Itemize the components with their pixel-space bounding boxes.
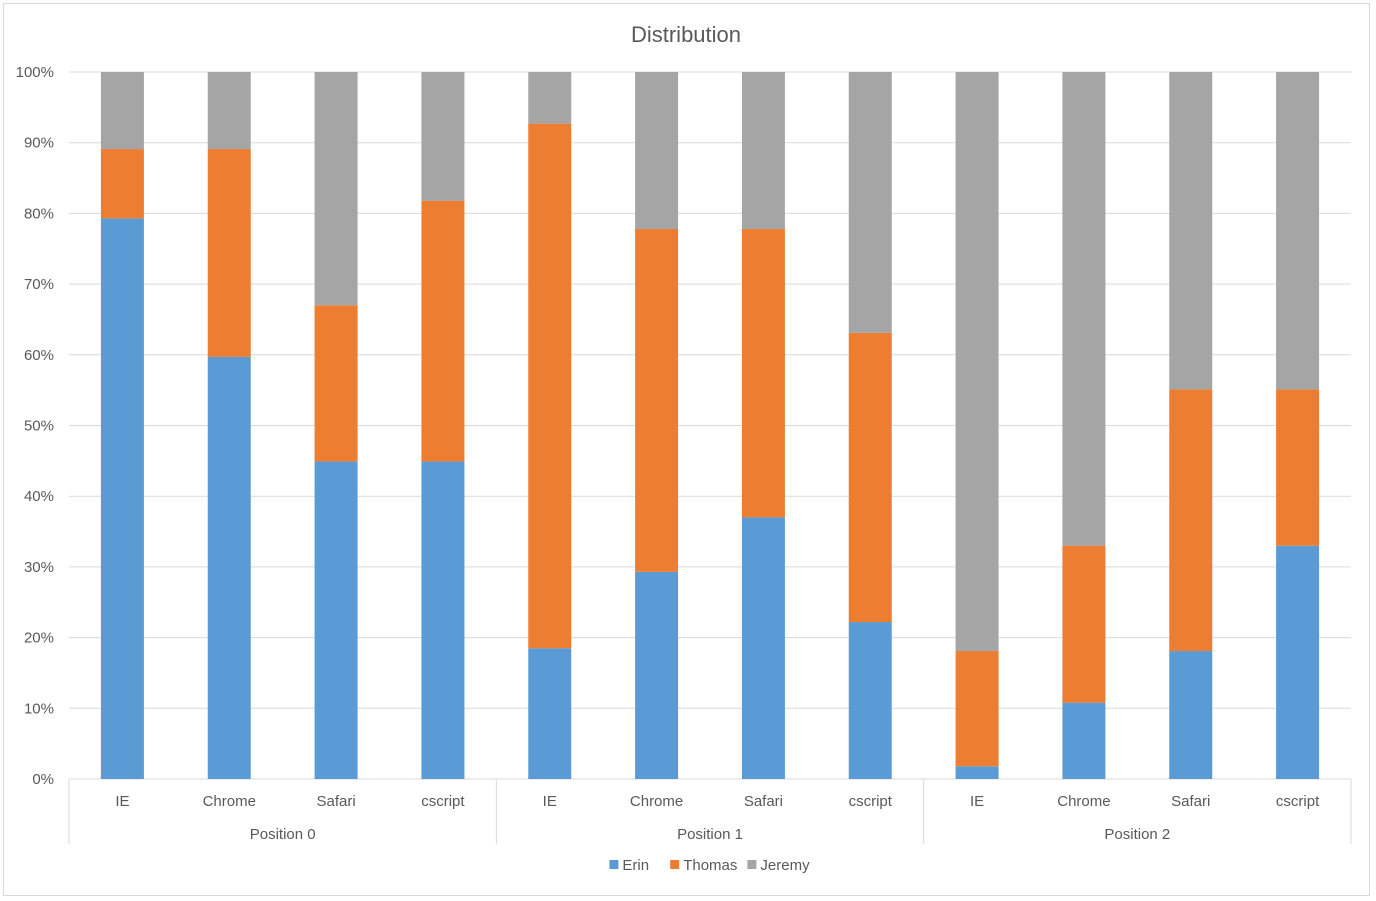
y-tick-label: 40% bbox=[24, 488, 54, 505]
bar-segment-erin bbox=[100, 218, 144, 779]
bar-segment-thomas bbox=[100, 149, 144, 219]
x-axis: IE Chrome Safari cscript IE Chrome Safari cscri… bbox=[68, 779, 1352, 844]
x-category-label: Safari bbox=[1171, 793, 1210, 810]
bar-segment-thomas bbox=[1169, 389, 1213, 652]
bar-segment-erin bbox=[1062, 702, 1106, 779]
bar-segment-erin bbox=[528, 648, 572, 779]
bar-segment-thomas bbox=[528, 123, 572, 649]
bar-segment-thomas bbox=[1276, 389, 1320, 546]
legend-swatch-thomas bbox=[670, 860, 680, 869]
x-group-label: Position 0 bbox=[250, 826, 316, 843]
legend-label-thomas: Thomas bbox=[683, 857, 737, 874]
y-tick-label: 20% bbox=[24, 630, 54, 647]
x-group-label: Position 1 bbox=[677, 826, 743, 843]
bar-segment-jeremy bbox=[1169, 72, 1213, 390]
bar-segment-thomas bbox=[955, 651, 999, 767]
x-category-label: Safari bbox=[744, 793, 783, 810]
bar-segment-jeremy bbox=[741, 72, 785, 229]
y-tick-label: 30% bbox=[24, 559, 54, 576]
bar-segment-jeremy bbox=[1276, 72, 1320, 390]
legend-label-jeremy: Jeremy bbox=[760, 857, 810, 874]
legend-label-erin: Erin bbox=[622, 857, 649, 874]
legend-swatch-erin bbox=[609, 860, 619, 869]
y-tick-label: 0% bbox=[32, 771, 54, 788]
bar-segment-jeremy bbox=[955, 72, 999, 652]
x-group-label: Position 2 bbox=[1104, 826, 1170, 843]
bar-segment-erin bbox=[635, 571, 679, 779]
y-tick-label: 90% bbox=[24, 135, 54, 152]
bar-segment-jeremy bbox=[100, 72, 144, 150]
x-category-label: Chrome bbox=[1057, 793, 1110, 810]
bar-segment-erin bbox=[1169, 651, 1213, 779]
bar-segment-erin bbox=[314, 461, 358, 779]
bar-segment-thomas bbox=[848, 332, 892, 623]
bar-segment-thomas bbox=[421, 200, 465, 462]
x-category-label: cscript bbox=[849, 793, 893, 810]
y-tick-label: 10% bbox=[24, 700, 54, 717]
bar-segment-erin bbox=[421, 461, 465, 779]
y-tick-label: 80% bbox=[24, 205, 54, 222]
x-category-label: Chrome bbox=[203, 793, 256, 810]
bar-segment-jeremy bbox=[1062, 72, 1106, 546]
bar-segment-thomas bbox=[1062, 545, 1106, 703]
y-tick-label: 60% bbox=[24, 347, 54, 364]
x-category-label: cscript bbox=[421, 793, 465, 810]
bar-segment-thomas bbox=[207, 149, 251, 357]
bar-segment-erin bbox=[1276, 545, 1320, 779]
legend: Erin Thomas Jeremy bbox=[609, 857, 810, 874]
x-category-label: Chrome bbox=[630, 793, 683, 810]
bars bbox=[100, 72, 1320, 779]
bar-segment-erin bbox=[741, 517, 785, 779]
x-category-label: cscript bbox=[1276, 793, 1320, 810]
chart-frame: Distribution 0% 10% 20% 30% 40% 50% 60% 70% 80% 9… bbox=[3, 3, 1370, 896]
x-category-label: Safari bbox=[316, 793, 355, 810]
gridlines bbox=[69, 71, 1351, 780]
bar-segment-jeremy bbox=[848, 72, 892, 333]
y-tick-label: 100% bbox=[16, 64, 54, 81]
legend-swatch-jeremy bbox=[747, 860, 757, 869]
bar-segment-thomas bbox=[741, 228, 785, 518]
y-tick-label: 70% bbox=[24, 276, 54, 293]
x-category-label: IE bbox=[970, 793, 984, 810]
stacked-bar-chart: Distribution 0% 10% 20% 30% 40% 50% 60% 70% 80% 9… bbox=[16, 22, 1352, 874]
bar-segment-erin bbox=[848, 622, 892, 779]
bar-segment-erin bbox=[207, 356, 251, 779]
bar-segment-jeremy bbox=[635, 72, 679, 229]
x-category-label: IE bbox=[115, 793, 129, 810]
bar-segment-jeremy bbox=[528, 72, 572, 124]
bar-segment-thomas bbox=[314, 305, 358, 462]
chart-title: Distribution bbox=[631, 22, 741, 47]
bar-segment-jeremy bbox=[314, 72, 358, 306]
bar-segment-thomas bbox=[635, 228, 679, 572]
x-category-label: IE bbox=[543, 793, 557, 810]
bar-segment-erin bbox=[955, 766, 999, 779]
y-axis: 0% 10% 20% 30% 40% 50% 60% 70% 80% 90% 100% bbox=[16, 64, 54, 788]
bar-segment-jeremy bbox=[207, 72, 251, 150]
bar-segment-jeremy bbox=[421, 72, 465, 201]
y-tick-label: 50% bbox=[24, 418, 54, 435]
